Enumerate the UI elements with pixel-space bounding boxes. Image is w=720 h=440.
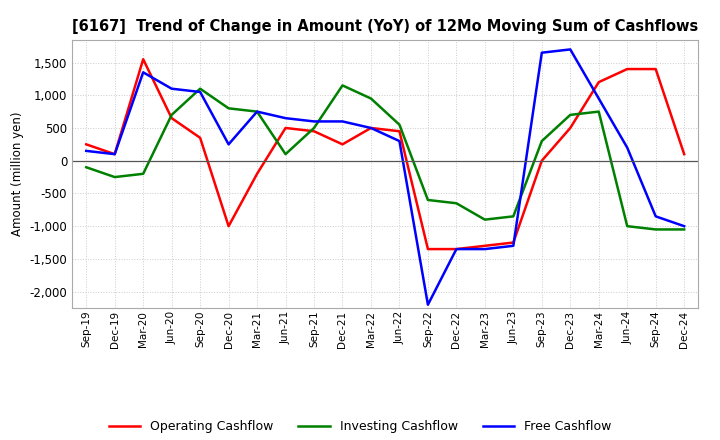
Investing Cashflow [225,106,233,111]
Free Cashflow [680,224,688,229]
Operating Cashflow [253,171,261,176]
Free Cashflow [253,109,261,114]
Investing Cashflow [509,214,518,219]
Investing Cashflow [253,109,261,114]
Investing Cashflow [652,227,660,232]
Operating Cashflow [82,142,91,147]
Operating Cashflow [537,158,546,163]
Investing Cashflow [423,198,432,203]
Operating Cashflow [225,224,233,229]
Free Cashflow [366,125,375,131]
Free Cashflow [196,89,204,95]
Free Cashflow [623,145,631,150]
Investing Cashflow [595,109,603,114]
Free Cashflow [566,47,575,52]
Free Cashflow [423,302,432,308]
Line: Operating Cashflow: Operating Cashflow [86,59,684,249]
Title: [6167]  Trend of Change in Amount (YoY) of 12Mo Moving Sum of Cashflows: [6167] Trend of Change in Amount (YoY) o… [72,19,698,34]
Investing Cashflow [480,217,489,222]
Free Cashflow [139,70,148,75]
Free Cashflow [509,243,518,249]
Free Cashflow [82,148,91,154]
Free Cashflow [282,116,290,121]
Investing Cashflow [680,227,688,232]
Investing Cashflow [623,224,631,229]
Operating Cashflow [652,66,660,72]
Operating Cashflow [623,66,631,72]
Operating Cashflow [509,240,518,245]
Operating Cashflow [680,151,688,157]
Y-axis label: Amount (million yen): Amount (million yen) [11,112,24,236]
Investing Cashflow [167,112,176,117]
Investing Cashflow [452,201,461,206]
Investing Cashflow [282,151,290,157]
Free Cashflow [338,119,347,124]
Operating Cashflow [196,135,204,140]
Investing Cashflow [566,112,575,117]
Legend: Operating Cashflow, Investing Cashflow, Free Cashflow: Operating Cashflow, Investing Cashflow, … [104,415,616,438]
Operating Cashflow [452,246,461,252]
Investing Cashflow [196,86,204,92]
Investing Cashflow [110,174,119,180]
Operating Cashflow [480,243,489,249]
Operating Cashflow [110,151,119,157]
Investing Cashflow [338,83,347,88]
Line: Investing Cashflow: Investing Cashflow [86,85,684,229]
Free Cashflow [595,96,603,101]
Operating Cashflow [338,142,347,147]
Free Cashflow [310,119,318,124]
Investing Cashflow [139,171,148,176]
Investing Cashflow [537,139,546,144]
Investing Cashflow [366,96,375,101]
Investing Cashflow [310,125,318,131]
Investing Cashflow [82,165,91,170]
Free Cashflow [167,86,176,92]
Operating Cashflow [395,128,404,134]
Investing Cashflow [395,122,404,127]
Operating Cashflow [595,80,603,85]
Operating Cashflow [167,116,176,121]
Free Cashflow [480,246,489,252]
Line: Free Cashflow: Free Cashflow [86,49,684,305]
Free Cashflow [452,246,461,252]
Operating Cashflow [310,128,318,134]
Free Cashflow [652,214,660,219]
Operating Cashflow [282,125,290,131]
Free Cashflow [110,151,119,157]
Free Cashflow [395,139,404,144]
Free Cashflow [537,50,546,55]
Free Cashflow [225,142,233,147]
Operating Cashflow [423,246,432,252]
Operating Cashflow [139,57,148,62]
Operating Cashflow [366,125,375,131]
Operating Cashflow [566,125,575,131]
